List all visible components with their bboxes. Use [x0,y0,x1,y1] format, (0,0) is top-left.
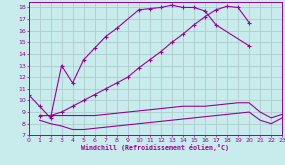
X-axis label: Windchill (Refroidissement éolien,°C): Windchill (Refroidissement éolien,°C) [81,145,229,151]
